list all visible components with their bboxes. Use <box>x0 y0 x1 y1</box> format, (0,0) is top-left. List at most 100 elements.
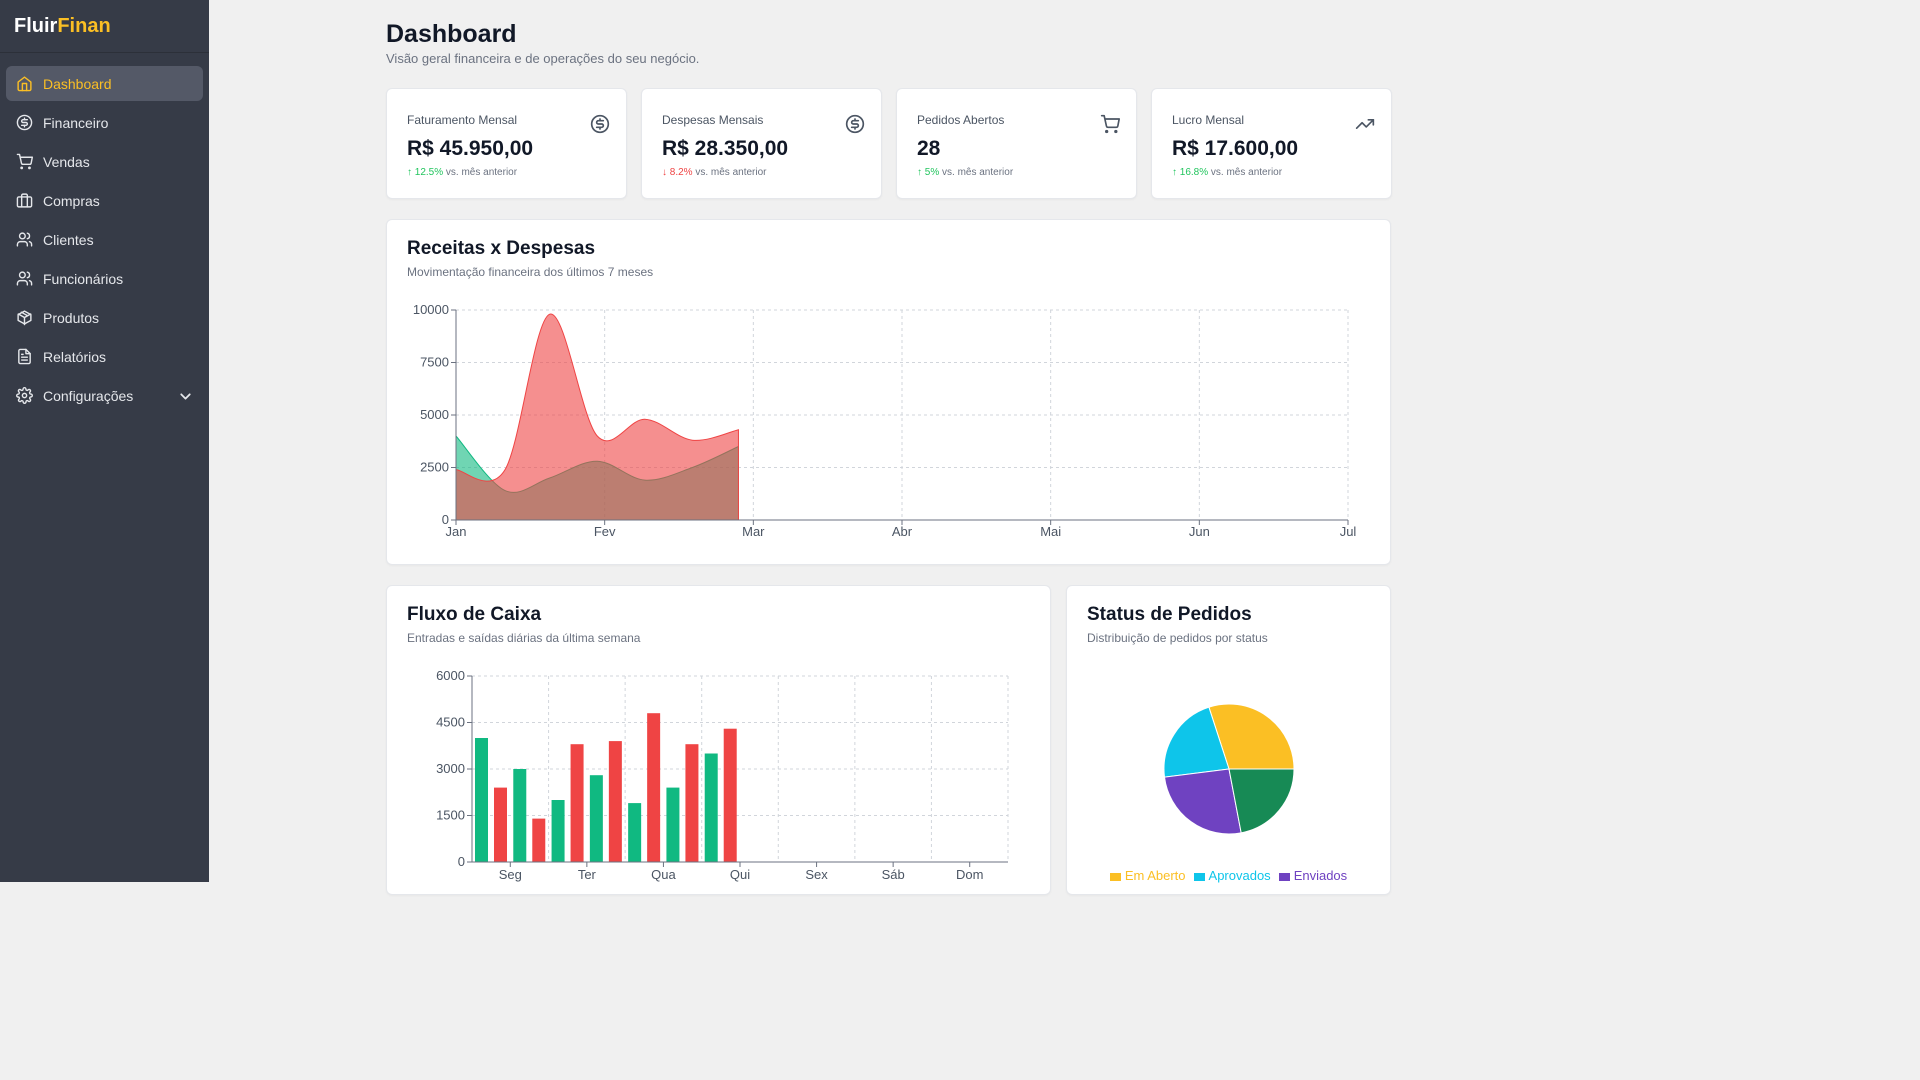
stat-value: R$ 28.350,00 <box>662 137 789 160</box>
x-tick-label: Ter <box>578 867 597 882</box>
chevron-down-icon[interactable] <box>177 388 191 402</box>
pie-slice-entregues <box>1228 768 1295 834</box>
page-title: Dashboard <box>386 20 517 48</box>
brand-name-part1: Fluir <box>14 14 58 37</box>
cashflow-chart: 0 1500 3000 4500 6000 Seg Ter Qua Qui Sex Sáb Dom <box>436 668 1009 882</box>
bar-entrada <box>666 787 680 862</box>
delta-compare: vs. mês anterior <box>1210 167 1283 178</box>
dollar-circle-icon <box>590 114 610 134</box>
x-tick-label: Abr <box>892 524 913 539</box>
sidebar-item-label: Dashboard <box>43 75 112 92</box>
stat-delta: ↓ 8.2% vs. mês anterior <box>662 167 767 178</box>
delta-value: 16.8% <box>1179 167 1209 178</box>
y-tick-label: 0 <box>442 512 449 527</box>
delta-compare: vs. mês anterior <box>445 167 518 178</box>
cart-icon <box>1100 114 1120 134</box>
x-tick-label: Fev <box>594 524 616 539</box>
stat-delta: ↑ 16.8% vs. mês anterior <box>1172 167 1282 178</box>
sidebar-item-relatorios[interactable]: Relatórios <box>6 339 203 374</box>
legend-label: Em Aberto <box>1124 868 1186 883</box>
legend-item: Em Aberto <box>1109 868 1186 883</box>
stat-card-faturamento: Faturamento Mensal R$ 45.950,00 ↑ 12.5% … <box>386 88 627 199</box>
bar-saida <box>608 741 622 862</box>
legend-item: Aprovados <box>1193 868 1271 883</box>
delta-compare: vs. mês anterior <box>695 167 767 178</box>
arrow-up-icon: ↑ <box>407 167 415 178</box>
arrow-up-icon: ↑ <box>917 167 925 178</box>
sidebar-item-label: Configurações <box>43 387 134 404</box>
legend-item: Enviados <box>1278 868 1348 883</box>
bar-entrada <box>551 800 565 862</box>
package-icon <box>16 309 33 326</box>
sidebar-item-configuracoes[interactable]: Configurações <box>6 378 203 413</box>
panel-subtitle: Distribuição de pedidos por status <box>1087 631 1268 645</box>
bar-saida <box>570 744 584 862</box>
x-tick-label: Mai <box>1040 524 1061 539</box>
sidebar-item-label: Funcionários <box>43 270 124 287</box>
x-tick-label: Sex <box>805 867 828 882</box>
y-tick-label: 4500 <box>436 715 465 730</box>
bar-entrada <box>628 803 642 862</box>
sidebar-item-dashboard[interactable]: Dashboard <box>6 66 203 101</box>
panel-title: Status de Pedidos <box>1087 604 1252 625</box>
arrow-up-icon: ↑ <box>1172 167 1180 178</box>
stat-label: Lucro Mensal <box>1172 113 1245 127</box>
stat-label: Faturamento Mensal <box>407 113 518 127</box>
order-status-chart <box>1163 703 1295 835</box>
legend-label: Enviados <box>1293 868 1348 883</box>
revenue-expense-chart: 0 2500 5000 7500 10000 Jan Fev Mar Abr Mai Jun Jul <box>413 302 1357 539</box>
sidebar-item-label: Relatórios <box>43 348 107 365</box>
delta-compare: vs. mês anterior <box>942 167 1014 178</box>
brand-logo[interactable]: Fluir Finan <box>0 0 209 53</box>
users-icon <box>16 270 33 287</box>
delta-value: 12.5% <box>414 167 444 178</box>
sidebar-item-vendas[interactable]: Vendas <box>6 144 203 179</box>
x-tick-label: Qua <box>651 867 676 882</box>
y-tick-label: 2500 <box>420 460 449 475</box>
stat-card-pedidos: Pedidos Abertos 28 ↑ 5% vs. mês anterior <box>896 88 1137 199</box>
dollar-circle-icon <box>16 114 33 131</box>
sidebar-nav: Dashboard Financeiro Vendas Compras Clie… <box>0 53 209 413</box>
stat-card-lucro: Lucro Mensal R$ 17.600,00 ↑ 16.8% vs. mê… <box>1151 88 1392 199</box>
legend-label: Aprovados <box>1208 868 1271 883</box>
bar-saida <box>723 728 737 862</box>
y-tick-label: 0 <box>458 854 465 869</box>
gear-icon <box>16 387 33 404</box>
sidebar-item-label: Financeiro <box>43 114 109 131</box>
y-tick-label: 7500 <box>420 355 449 370</box>
stat-value: R$ 17.600,00 <box>1172 137 1299 160</box>
panel-subtitle: Movimentação financeira dos últimos 7 me… <box>407 265 654 279</box>
panel-title: Receitas x Despesas <box>407 238 596 259</box>
area-series-1 <box>455 313 739 521</box>
bar-saida <box>532 818 546 862</box>
panel-title: Fluxo de Caixa <box>407 604 542 625</box>
order-status-panel: Status de Pedidos Distribuição de pedido… <box>1066 585 1391 895</box>
arrow-down-icon: ↓ <box>662 167 670 178</box>
sidebar-item-label: Clientes <box>43 231 94 248</box>
bar-saida <box>494 787 507 862</box>
stat-card-despesas: Despesas Mensais R$ 28.350,00 ↓ 8.2% vs.… <box>641 88 882 199</box>
x-tick-label: Jun <box>1189 524 1210 539</box>
sidebar-item-financeiro[interactable]: Financeiro <box>6 105 203 140</box>
revenue-expense-panel: Receitas x Despesas Movimentação finance… <box>386 219 1391 565</box>
sidebar-item-produtos[interactable]: Produtos <box>6 300 203 335</box>
x-tick-label: Sáb <box>882 867 905 882</box>
pie-slice-em-aberto <box>1208 703 1295 770</box>
sidebar-item-clientes[interactable]: Clientes <box>6 222 203 257</box>
file-text-icon <box>16 348 33 365</box>
bar-entrada <box>475 738 488 862</box>
x-tick-label: Dom <box>956 867 983 882</box>
y-tick-label: 10000 <box>413 302 449 317</box>
stat-delta: ↑ 5% vs. mês anterior <box>917 167 1013 178</box>
stat-label: Despesas Mensais <box>662 113 764 127</box>
bar-entrada <box>513 769 527 862</box>
sidebar-item-label: Compras <box>43 192 100 209</box>
panel-subtitle: Entradas e saídas diárias da última sema… <box>407 631 641 645</box>
x-tick-label: Qui <box>730 867 750 882</box>
sidebar-item-compras[interactable]: Compras <box>6 183 203 218</box>
x-tick-label: Jan <box>446 524 467 539</box>
stat-delta: ↑ 12.5% vs. mês anterior <box>407 167 517 178</box>
stat-value: 28 <box>917 137 941 160</box>
sidebar-item-funcionarios[interactable]: Funcionários <box>6 261 203 296</box>
x-tick-label: Seg <box>499 867 522 882</box>
